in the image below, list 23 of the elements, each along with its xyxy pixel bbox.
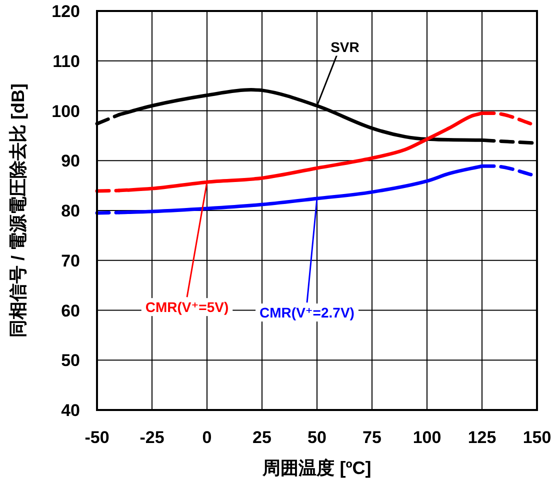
- text: CMR(V⁺=2.7V): [260, 304, 354, 321]
- y-tick-label: 110: [52, 52, 80, 71]
- y-tick-label: 70: [61, 251, 80, 270]
- x-tick-label: 25: [252, 428, 272, 447]
- x-tick-label: 0: [202, 428, 212, 447]
- x-tick-label: 125: [468, 428, 496, 447]
- y-tick-label: 50: [61, 351, 80, 370]
- x-tick-label: -25: [140, 428, 164, 447]
- y-tick-label: 100: [52, 102, 80, 121]
- x-tick-label: 75: [362, 428, 382, 447]
- x-tick-label: 150: [522, 428, 552, 447]
- y-tick-label: 40: [61, 401, 80, 420]
- y-tick-label: 90: [61, 152, 80, 171]
- text: SVR: [330, 38, 360, 55]
- y-tick-label: 60: [61, 301, 80, 320]
- x-tick-label: -50: [84, 428, 110, 447]
- x-tick-label: 100: [412, 428, 442, 447]
- y-tick-label: 120: [52, 2, 80, 21]
- x-axis-title: 周囲温度 [ºC]: [262, 458, 372, 478]
- x-tick-label: 50: [308, 428, 326, 447]
- y-tick-label: 80: [61, 202, 80, 220]
- text: CMR(V⁺=5V): [145, 299, 229, 316]
- y-axis-title: 同相信号 / 電源電圧除去比 [dB]: [8, 84, 28, 338]
